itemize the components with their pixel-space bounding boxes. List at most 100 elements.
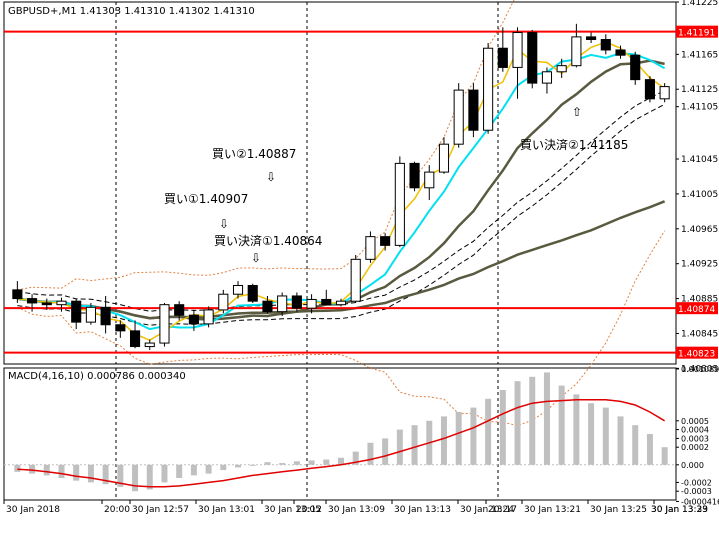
time-tick-label: 30 Jan 12:57 bbox=[132, 505, 189, 515]
macd-histogram-bar bbox=[102, 464, 109, 485]
macd-histogram-bar bbox=[352, 451, 359, 465]
candle-body bbox=[394, 162, 405, 246]
macd-histogram-bar bbox=[543, 372, 550, 465]
macd-signal-line bbox=[17, 398, 665, 488]
time-tick-label: 30 Jan 13:17 bbox=[460, 505, 517, 515]
price-tick-label: 1.40805 bbox=[681, 364, 718, 374]
time-tick-label: 30 Jan 13:21 bbox=[524, 505, 581, 515]
price-level-tag-label: 1.40823 bbox=[678, 350, 715, 360]
macd-histogram-bar bbox=[455, 412, 462, 465]
macd-histogram-bar bbox=[117, 464, 124, 487]
price-tick-label: 1.40925 bbox=[681, 260, 718, 270]
macd-histogram-bar bbox=[176, 464, 183, 478]
macd-tick-label: -0.0003 bbox=[681, 487, 712, 496]
macd-histogram-bar bbox=[235, 464, 242, 468]
candle-body bbox=[659, 86, 670, 100]
price-tick-label: 1.40965 bbox=[681, 225, 718, 235]
candle-body bbox=[468, 89, 479, 131]
macd-histogram-bar bbox=[132, 464, 139, 492]
time-tick-label: 30 Jan 13:05 bbox=[264, 505, 321, 515]
macd-histogram-bar bbox=[470, 407, 477, 465]
candle-body bbox=[556, 65, 567, 73]
macd-histogram-bar bbox=[190, 464, 197, 476]
candle-body bbox=[512, 32, 523, 68]
macd-tick-label: 0.0002 bbox=[681, 443, 709, 452]
macd-histogram-bar bbox=[602, 407, 609, 465]
candle-body bbox=[483, 47, 494, 131]
candle-body bbox=[129, 330, 141, 348]
price-level-tag bbox=[676, 25, 718, 38]
buy-2-arrow-icon: ⇩ bbox=[266, 170, 276, 184]
time-axis: 30 Jan 2018 20:00 30 Jan 12:57 30 Jan 13:01… bbox=[3, 500, 708, 515]
candlesticks[interactable] bbox=[12, 23, 670, 351]
candle-body bbox=[115, 324, 126, 332]
macd-panel[interactable] bbox=[3, 367, 677, 501]
candle-body bbox=[365, 236, 376, 260]
macd-histogram-bar bbox=[396, 429, 403, 465]
horizontal-levels[interactable]: 1.41191 1.40874 1.40823 bbox=[4, 25, 718, 360]
candle-body bbox=[291, 295, 302, 309]
buy-1-label: 買い①1.40907 bbox=[164, 192, 248, 206]
macd-histogram-bar bbox=[43, 464, 50, 476]
candle-body bbox=[571, 36, 582, 67]
buy-close-1-label: 買い決済①1.40864 bbox=[214, 233, 322, 248]
buy-close-1-arrow-icon: ⇩ bbox=[251, 251, 261, 265]
candle-body bbox=[56, 300, 67, 306]
candle-body bbox=[541, 71, 553, 84]
price-tick-label: 1.41005 bbox=[681, 190, 718, 200]
macd-histogram-bar bbox=[367, 442, 374, 465]
candle-body bbox=[85, 306, 96, 323]
candle-body bbox=[350, 258, 361, 302]
macd-histogram-bar bbox=[573, 394, 580, 465]
macd-histogram-bar bbox=[338, 457, 344, 465]
buy-2-label: 買い②1.40887 bbox=[212, 147, 296, 161]
price-tick-label: 1.41105 bbox=[681, 103, 718, 113]
macd-tick-label: 0.000 bbox=[681, 461, 704, 470]
candle-body bbox=[277, 295, 288, 313]
buy-close-2-arrow-icon: ⇧ bbox=[572, 105, 582, 119]
candle-body bbox=[630, 54, 641, 81]
macd-histogram-bar bbox=[87, 464, 94, 483]
indicator-title: MACD(4,16,10) 0.000786 0.000340 bbox=[8, 371, 186, 382]
time-tick-label: 30 Jan 2018 bbox=[6, 505, 60, 515]
candle-body bbox=[527, 32, 538, 84]
macd-histogram-bar bbox=[161, 464, 168, 483]
macd-histogram-bar bbox=[499, 390, 506, 465]
macd-histogram-bar bbox=[661, 447, 668, 465]
macd-histogram-bar bbox=[279, 463, 286, 465]
candle-body bbox=[615, 49, 626, 56]
macd-histogram-bar bbox=[14, 464, 21, 472]
macd-histogram-bar bbox=[529, 376, 536, 465]
candle-body bbox=[100, 306, 111, 326]
price-tick-label: 1.41225 bbox=[681, 0, 718, 8]
candle-body bbox=[335, 300, 347, 306]
macd-indicator bbox=[4, 372, 676, 492]
indicator-lines bbox=[17, 0, 666, 427]
candle-body bbox=[174, 304, 185, 316]
macd-histogram-bar bbox=[323, 459, 330, 465]
symbol-title: GBPUSD+,M1 1.41303 1.41310 1.41302 1.413… bbox=[8, 6, 255, 17]
macd-tick-label: -0.000416 bbox=[681, 497, 719, 506]
price-tick-label: 1.41125 bbox=[681, 85, 718, 95]
macd-histogram-bar bbox=[146, 464, 153, 490]
price-panel[interactable] bbox=[3, 1, 677, 365]
candle-body bbox=[12, 289, 23, 300]
time-tick-label: 30 Jan 13:13 bbox=[394, 505, 451, 515]
buy-1-arrow-icon: ⇩ bbox=[219, 217, 229, 231]
price-axis: 1.41225 1.41165 1.41125 1.41105 1.41045 1.410… bbox=[676, 0, 718, 374]
macd-tick-label: 0.0005 bbox=[681, 417, 709, 426]
vertical-grid bbox=[115, 2, 499, 500]
bollinger-upper-line bbox=[17, 0, 515, 291]
buy-close-2-label: 買い決済②1.41185 bbox=[520, 137, 628, 152]
macd-histogram-bar bbox=[646, 434, 653, 465]
price-level-tag bbox=[676, 302, 718, 315]
time-tick-label: 30 Jan 13:01 bbox=[198, 505, 255, 515]
ma-trend-line bbox=[17, 59, 665, 321]
price-tick-label: 1.41165 bbox=[681, 50, 718, 60]
macd-histogram-bar bbox=[249, 464, 256, 466]
candle-body bbox=[218, 293, 229, 311]
macd-histogram-bar bbox=[73, 464, 80, 481]
candle-body bbox=[644, 79, 655, 100]
